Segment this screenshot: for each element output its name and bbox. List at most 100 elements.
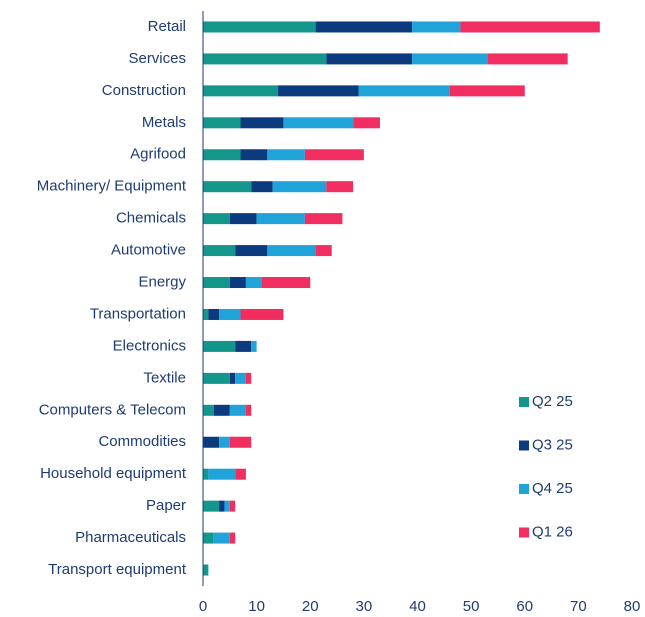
bar-segment: [245, 372, 252, 384]
bar-segment: [203, 149, 241, 161]
y-tick-label: Transportation: [90, 305, 186, 322]
bar-segment: [219, 308, 241, 320]
bar-segment: [267, 149, 305, 161]
legend-swatch: [519, 397, 529, 407]
bar-segment: [229, 404, 246, 416]
bar-segment: [487, 53, 568, 65]
bar-segment: [203, 340, 236, 352]
x-tick-label: 30: [356, 598, 373, 615]
bar-segment: [261, 277, 311, 289]
bar-segment: [203, 500, 220, 512]
y-tick-label: Paper: [146, 497, 186, 514]
y-tick-label: Energy: [138, 273, 186, 290]
bar-segment: [229, 213, 257, 225]
bar-segment: [203, 117, 241, 129]
bar-segment: [240, 149, 268, 161]
x-tick-label: 10: [248, 598, 265, 615]
legend-label: Q1 26: [532, 523, 573, 540]
x-tick-label: 70: [570, 598, 587, 615]
bar-segment: [203, 245, 236, 257]
bar-segment: [229, 500, 236, 512]
y-tick-label: Textile: [143, 369, 186, 386]
legend-swatch: [519, 484, 529, 494]
bar-segment: [460, 21, 600, 33]
y-tick-label: Chemicals: [116, 210, 186, 227]
bar-segment: [229, 372, 236, 384]
bar-segment: [326, 53, 413, 65]
bar-segment: [203, 213, 230, 225]
x-tick-label: 60: [516, 598, 533, 615]
bar-segment: [219, 436, 230, 448]
bar-segment: [203, 181, 252, 193]
bar-segment: [235, 372, 246, 384]
bar-segment: [229, 436, 252, 448]
bar-segment: [213, 404, 230, 416]
bar-segment: [235, 245, 268, 257]
x-tick-label: 50: [463, 598, 480, 615]
bar-segment: [256, 213, 305, 225]
bar-segment: [240, 117, 284, 129]
bar-segment: [412, 53, 488, 65]
y-tick-label: Electronics: [113, 337, 186, 354]
bar-segment: [224, 500, 230, 512]
bar-segment: [283, 117, 354, 129]
bar-segment: [235, 340, 252, 352]
bar-segment: [353, 117, 380, 129]
legend-swatch: [519, 440, 529, 451]
bar-segment: [267, 245, 316, 257]
bar-segment: [219, 500, 225, 512]
bar-segment: [235, 468, 246, 480]
bar-segment: [229, 277, 246, 289]
x-tick-label: 40: [409, 598, 426, 615]
x-tick-label: 80: [624, 598, 641, 615]
bar-segment: [208, 308, 220, 320]
bar-segment: [304, 213, 343, 225]
y-tick-label: Metals: [142, 114, 186, 131]
bar-segment: [245, 277, 262, 289]
legend-label: Q2 25: [532, 393, 573, 410]
bar-segment: [203, 564, 209, 576]
bar-segment: [208, 468, 236, 480]
bar-segment: [203, 308, 209, 320]
bar-segment: [315, 245, 332, 257]
y-tick-label: Retail: [148, 18, 186, 35]
bar-segment: [304, 149, 364, 161]
x-tick-label: 20: [302, 598, 319, 615]
bar-segment: [203, 468, 209, 480]
y-tick-label: Commodities: [98, 433, 186, 450]
bar-segment: [326, 181, 354, 193]
bar-segment: [272, 181, 327, 193]
bar-segment: [278, 85, 359, 97]
bar-segment: [315, 21, 413, 33]
y-tick-label: Services: [128, 50, 186, 67]
bar-segment: [240, 308, 284, 320]
y-tick-label: Automotive: [111, 242, 186, 259]
y-tick-label: Agrifood: [130, 146, 186, 163]
bar-segment: [412, 21, 461, 33]
bar-segment: [203, 21, 316, 33]
y-tick-label: Construction: [102, 82, 186, 99]
legend-swatch: [519, 527, 529, 538]
bar-segment: [229, 532, 236, 544]
y-tick-label: Computers & Telecom: [39, 401, 186, 418]
legend-label: Q3 25: [532, 436, 573, 453]
bar-segment: [203, 277, 230, 289]
bar-segment: [203, 85, 279, 97]
x-tick-label: 0: [199, 598, 207, 615]
bar-segment: [203, 532, 214, 544]
bar-segment: [203, 53, 327, 65]
bar-segment: [449, 85, 525, 97]
y-tick-label: Household equipment: [40, 465, 187, 482]
bar-segment: [251, 181, 273, 193]
bar-segment: [251, 340, 257, 352]
y-tick-label: Pharmaceuticals: [75, 529, 186, 546]
bar-segment: [213, 532, 230, 544]
legend-label: Q4 25: [532, 480, 573, 497]
y-tick-label: Machinery/ Equipment: [37, 178, 187, 195]
y-tick-label: Transport equipment: [48, 561, 187, 578]
bar-segment: [203, 372, 230, 384]
bar-segment: [203, 404, 214, 416]
bar-segment: [245, 404, 252, 416]
bar-segment: [358, 85, 450, 97]
